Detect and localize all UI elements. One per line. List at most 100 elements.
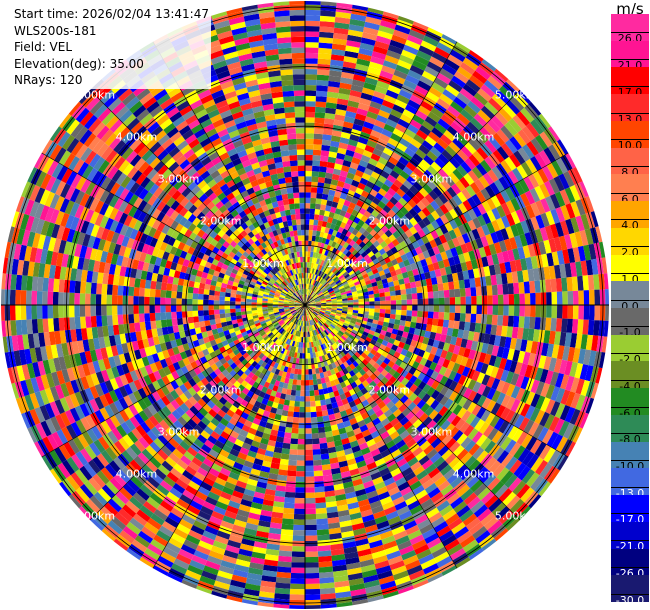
velocity-gate <box>348 246 356 254</box>
velocity-gate <box>228 341 236 348</box>
velocity-gate <box>293 312 298 317</box>
velocity-gate <box>224 400 233 410</box>
velocity-gate <box>350 317 357 322</box>
velocity-gate <box>320 598 337 605</box>
velocity-gate <box>342 305 348 308</box>
velocity-gate <box>417 381 427 391</box>
velocity-gate <box>505 200 516 214</box>
velocity-gate <box>381 472 393 482</box>
velocity-gate <box>335 333 341 340</box>
velocity-gate <box>182 469 194 481</box>
velocity-gate <box>313 257 318 264</box>
velocity-gate <box>288 350 293 357</box>
velocity-gate <box>420 258 428 267</box>
velocity-gate <box>287 345 292 351</box>
velocity-gate <box>113 387 124 400</box>
velocity-gate <box>313 346 318 353</box>
velocity-gate <box>467 390 478 402</box>
velocity-gate <box>209 314 215 321</box>
velocity-gate <box>227 324 234 330</box>
velocity-gate <box>407 198 417 209</box>
velocity-gate <box>494 179 505 193</box>
velocity-gate <box>405 161 417 172</box>
velocity-gate <box>383 179 394 188</box>
velocity-gate <box>314 274 319 281</box>
velocity-gate <box>253 348 260 355</box>
velocity-gate <box>488 136 501 150</box>
velocity-gate <box>348 356 356 364</box>
velocity-gate <box>475 314 482 324</box>
velocity-gate <box>49 449 62 466</box>
velocity-gate <box>398 443 410 454</box>
velocity-gate <box>334 580 350 588</box>
velocity-gate <box>543 356 552 371</box>
velocity-gate <box>321 193 329 201</box>
velocity-gate <box>504 238 513 251</box>
velocity-gate <box>263 559 279 567</box>
velocity-gate <box>455 296 461 305</box>
velocity-gate <box>350 255 357 262</box>
velocity-gate <box>358 310 364 315</box>
velocity-gate <box>425 368 435 378</box>
velocity-gate <box>165 392 175 403</box>
velocity-gate <box>141 356 150 367</box>
velocity-gate <box>316 187 324 194</box>
velocity-gate <box>359 337 366 343</box>
velocity-gate <box>397 59 412 70</box>
velocity-gate <box>422 563 439 575</box>
velocity-gate <box>199 320 206 328</box>
velocity-gate <box>434 332 442 342</box>
velocity-gate <box>146 354 155 365</box>
velocity-gate <box>443 200 454 212</box>
velocity-gate <box>180 455 192 466</box>
velocity-gate <box>58 444 71 460</box>
velocity-gate <box>438 312 445 320</box>
velocity-gate <box>306 315 308 321</box>
velocity-gate <box>234 330 242 336</box>
velocity-gate <box>114 412 125 425</box>
velocity-gate <box>194 327 202 335</box>
velocity-gate <box>336 2 353 9</box>
velocity-gate <box>449 380 458 391</box>
velocity-gate <box>319 310 325 314</box>
velocity-gate <box>260 322 267 327</box>
velocity-gate <box>393 263 401 271</box>
velocity-gate <box>153 437 165 450</box>
velocity-gate <box>417 292 423 300</box>
velocity-gate <box>307 295 310 301</box>
velocity-gate <box>462 330 470 340</box>
velocity-gate <box>150 472 164 485</box>
velocity-gate <box>426 377 436 387</box>
velocity-gate <box>501 202 511 216</box>
velocity-gate <box>565 441 576 457</box>
velocity-gate <box>292 379 298 385</box>
velocity-gate <box>149 345 157 355</box>
velocity-gate <box>187 564 204 576</box>
velocity-gate <box>337 455 347 463</box>
velocity-gate <box>326 233 332 240</box>
velocity-gate <box>398 278 405 285</box>
velocity-gate <box>284 310 290 313</box>
velocity-gate <box>470 259 479 270</box>
velocity-gate <box>248 342 255 349</box>
velocity-gate <box>211 463 223 473</box>
velocity-gate <box>305 74 318 80</box>
velocity-gate <box>328 317 334 322</box>
velocity-gate <box>487 305 493 315</box>
velocity-gate <box>305 315 307 322</box>
velocity-gate <box>358 355 365 362</box>
velocity-gate <box>205 374 214 383</box>
velocity-gate <box>254 412 263 421</box>
velocity-gate <box>338 405 346 413</box>
velocity-gate <box>350 288 357 293</box>
velocity-gate <box>358 136 369 145</box>
velocity-gate <box>133 455 146 469</box>
velocity-gate <box>433 142 445 154</box>
velocity-gate <box>279 310 285 314</box>
velocity-gate <box>404 364 412 373</box>
velocity-gate <box>102 357 112 370</box>
velocity-gate <box>295 319 299 325</box>
velocity-gate <box>493 335 502 347</box>
velocity-gate <box>366 111 379 120</box>
velocity-gate <box>516 483 531 499</box>
